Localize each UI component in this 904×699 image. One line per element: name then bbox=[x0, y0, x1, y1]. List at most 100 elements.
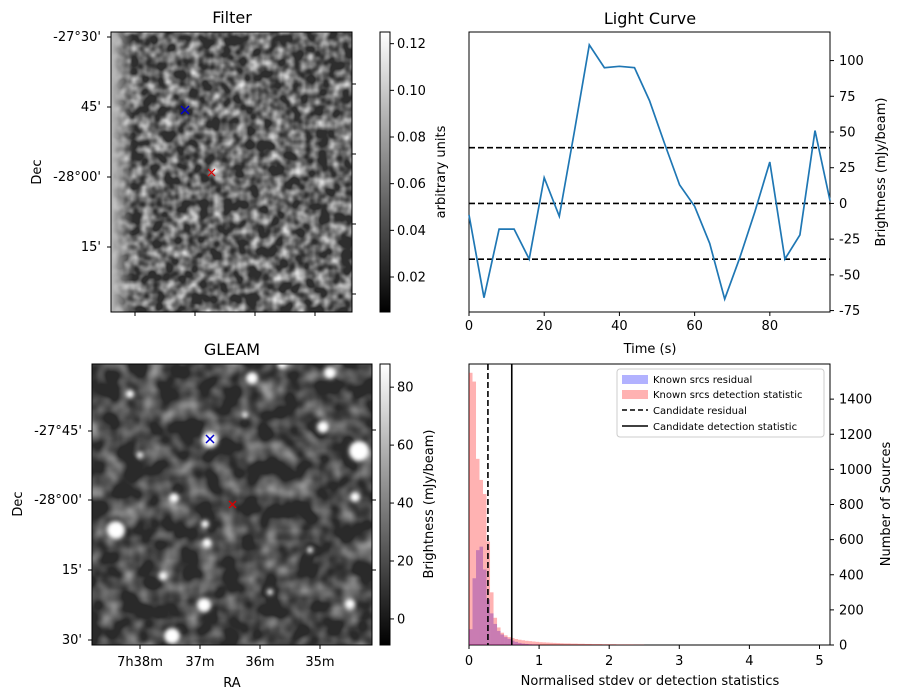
histogram-bar bbox=[556, 643, 561, 645]
histogram-bar bbox=[532, 644, 536, 645]
gleam-frame bbox=[91, 363, 373, 646]
histogram-bar bbox=[605, 644, 610, 645]
filter-marker-known bbox=[180, 105, 190, 115]
histogram-y-tick-label: 1200 bbox=[839, 428, 872, 443]
histogram-bar bbox=[574, 643, 578, 645]
colorbar-tick-label: 40 bbox=[397, 497, 414, 512]
histogram-bar bbox=[595, 644, 599, 645]
filter-ytick-label: -28°00' bbox=[53, 170, 101, 185]
histogram-bar bbox=[497, 630, 501, 645]
lightcurve-title: Light Curve bbox=[604, 9, 696, 28]
histogram-bar bbox=[521, 643, 526, 645]
histogram-bar bbox=[591, 644, 596, 645]
colorbar-tick-label: 0.02 bbox=[397, 271, 426, 286]
gleam-colorbar-ticks: 0 20 40 60 80 bbox=[390, 381, 414, 627]
filter-panel: Filter -27°30' 45' -28°00' 15' Dec 0.020… bbox=[30, 8, 449, 316]
lightcurve-y-tick-label: 100 bbox=[839, 54, 864, 69]
lightcurve-threshold-lines bbox=[469, 146, 830, 260]
histogram-y-tick-label: 0 bbox=[839, 639, 847, 654]
filter-frame bbox=[110, 31, 353, 313]
histogram-bar bbox=[476, 458, 480, 645]
filter-ytick-label: 15' bbox=[81, 240, 101, 255]
histogram-x-tick-label: 0 bbox=[465, 654, 473, 669]
histogram-bar bbox=[476, 550, 480, 645]
colorbar-tick-label: 0.08 bbox=[397, 131, 426, 146]
lightcurve-y-tick-label: -75 bbox=[839, 304, 860, 319]
histogram-bar bbox=[542, 642, 547, 645]
histogram-bar bbox=[609, 644, 613, 645]
lightcurve-y-tick-label: -50 bbox=[839, 268, 860, 283]
histogram-ylabel: Number of Sources bbox=[879, 442, 894, 567]
histogram-legend: Known srcs residual Known srcs detection… bbox=[616, 368, 825, 438]
gleam-xtick-label: 7h38m bbox=[117, 655, 163, 670]
histogram-bar bbox=[528, 641, 533, 645]
histogram-y-ticks: 0 200 400 600 800 1000 1200 1400 bbox=[830, 393, 872, 654]
colorbar-tick-label: 0.06 bbox=[397, 177, 426, 192]
histogram-x-tick-label: 2 bbox=[605, 654, 613, 669]
gleam-sources bbox=[107, 359, 369, 644]
histogram-bar bbox=[525, 643, 529, 645]
histogram-bar bbox=[486, 599, 491, 645]
colorbar-tick-label: 60 bbox=[397, 439, 414, 454]
lightcurve-y-tick-label: 25 bbox=[839, 161, 856, 176]
lightcurve-xlabel: Time (s) bbox=[623, 342, 677, 357]
lightcurve-y-tick-label: 75 bbox=[839, 90, 856, 105]
gleam-ytick-label: -28°00' bbox=[34, 493, 82, 508]
filter-ytick-label: 45' bbox=[81, 100, 101, 115]
histogram-bar bbox=[577, 643, 582, 645]
histogram-x-tick-label: 4 bbox=[745, 654, 753, 669]
histogram-y-tick-label: 1400 bbox=[839, 393, 872, 408]
histogram-bar bbox=[549, 642, 554, 645]
lightcurve-x-tick-label: 40 bbox=[611, 319, 628, 334]
histogram-bar bbox=[546, 642, 550, 645]
histogram-bar bbox=[619, 644, 624, 645]
histogram-bar bbox=[507, 637, 512, 645]
histogram-bar bbox=[539, 642, 543, 645]
legend-label: Known srcs detection statistic bbox=[653, 390, 802, 401]
legend-label: Known srcs residual bbox=[653, 375, 752, 386]
legend-label: Candidate residual bbox=[653, 406, 747, 417]
colorbar-tick-label: 0 bbox=[397, 612, 405, 627]
gleam-xlabel: RA bbox=[223, 676, 241, 691]
legend-label: Candidate detection statistic bbox=[653, 422, 797, 433]
histogram-bar bbox=[630, 644, 634, 645]
filter-colorbar-ticks: 0.02 0.04 0.06 0.08 0.10 0.12 bbox=[390, 37, 426, 286]
gleam-colorbar-label: Brightness (mJy/beam) bbox=[422, 430, 437, 579]
histogram-bar bbox=[570, 643, 575, 645]
gleam-ytick-label: -27°45' bbox=[34, 424, 82, 439]
gleam-xtick-label: 36m bbox=[245, 655, 274, 670]
histogram-bar bbox=[518, 642, 522, 645]
gleam-xtick-label: 35m bbox=[305, 655, 334, 670]
histogram-x-ticks: 0 1 2 3 4 5 bbox=[465, 645, 824, 669]
histogram-x-tick-label: 5 bbox=[815, 654, 823, 669]
histogram-bar bbox=[553, 642, 557, 645]
histogram-bar bbox=[525, 640, 529, 645]
histogram-y-tick-label: 1000 bbox=[839, 463, 872, 478]
colorbar-tick-label: 80 bbox=[397, 381, 414, 396]
histogram-bar bbox=[507, 638, 512, 645]
histogram-bar bbox=[472, 578, 477, 645]
filter-colorbar-label: arbitrary units bbox=[434, 125, 449, 218]
filter-marker-candidate bbox=[207, 168, 216, 177]
filter-image-edge bbox=[111, 32, 133, 312]
histogram-y-tick-label: 800 bbox=[839, 498, 864, 513]
histogram-bar bbox=[469, 629, 473, 645]
histogram-bar bbox=[532, 641, 536, 645]
legend-swatch-detection bbox=[622, 390, 648, 399]
lightcurve-y-tick-label: 0 bbox=[839, 197, 847, 212]
lightcurve-y-tick-label: -25 bbox=[839, 233, 860, 248]
lightcurve-y-tick-label: 50 bbox=[839, 126, 856, 141]
histogram-panel: 0 1 2 3 4 5 0 200 400 600 800 1000 1200 1400 Normali… bbox=[465, 363, 894, 689]
lightcurve-frame bbox=[468, 31, 831, 313]
gleam-ytick-label: 15' bbox=[62, 563, 82, 578]
histogram-y-tick-label: 400 bbox=[839, 568, 864, 583]
histogram-bar bbox=[479, 546, 484, 645]
histogram-bar bbox=[535, 641, 540, 645]
histogram-bar bbox=[563, 643, 568, 645]
histogram-x-tick-label: 1 bbox=[535, 654, 543, 669]
histogram-y-tick-label: 600 bbox=[839, 533, 864, 548]
colorbar-tick-label: 20 bbox=[397, 554, 414, 569]
lightcurve-x-tick-label: 20 bbox=[536, 319, 553, 334]
histogram-bar bbox=[514, 639, 519, 645]
